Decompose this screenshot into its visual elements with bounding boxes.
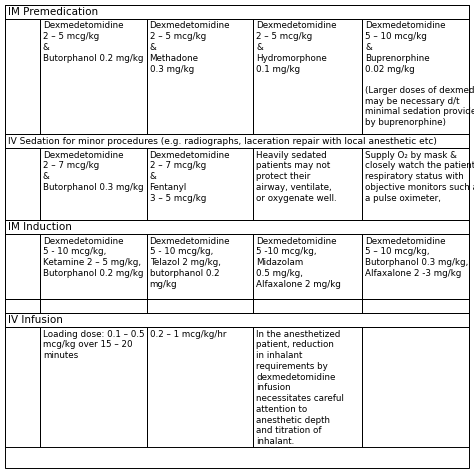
Text: Loading dose: 0.1 – 0.5
mcg/kg over 15 – 20
minutes: Loading dose: 0.1 – 0.5 mcg/kg over 15 –… bbox=[43, 330, 145, 360]
Bar bbox=[40, 299, 146, 313]
Bar bbox=[5, 19, 40, 134]
Bar bbox=[253, 327, 362, 447]
Text: IV Sedation for minor procedures (e.g. radiographs, laceration repair with local: IV Sedation for minor procedures (e.g. r… bbox=[8, 137, 437, 146]
Bar bbox=[5, 327, 40, 447]
Bar bbox=[5, 134, 469, 148]
Text: IM Premedication: IM Premedication bbox=[8, 7, 98, 17]
Bar bbox=[362, 327, 469, 447]
Bar bbox=[253, 19, 362, 134]
Bar bbox=[5, 5, 469, 19]
Bar bbox=[40, 327, 146, 447]
Text: Dexmedetomidine
5 – 10 mcg/kg
&
Buprenorphine
0.02 mg/kg

(Larger doses of dexme: Dexmedetomidine 5 – 10 mcg/kg & Buprenor… bbox=[365, 21, 474, 127]
Text: 0.2 – 1 mcg/kg/hr: 0.2 – 1 mcg/kg/hr bbox=[149, 330, 226, 339]
Bar bbox=[146, 327, 253, 447]
Text: Dexmedetomidine
2 – 5 mcg/kg
&
Butorphanol 0.2 mg/kg: Dexmedetomidine 2 – 5 mcg/kg & Butorphan… bbox=[43, 21, 143, 63]
Bar bbox=[5, 313, 469, 327]
Bar bbox=[146, 148, 253, 220]
Text: Dexmedetomidine
2 – 7 mcg/kg
&
Butorphanol 0.3 mg/kg: Dexmedetomidine 2 – 7 mcg/kg & Butorphan… bbox=[43, 150, 144, 192]
Bar bbox=[362, 299, 469, 313]
Text: Dexmedetomidine
5 -10 mcg/kg,
Midazolam
0.5 mg/kg,
Alfaxalone 2 mg/kg: Dexmedetomidine 5 -10 mcg/kg, Midazolam … bbox=[256, 236, 341, 289]
Bar bbox=[253, 299, 362, 313]
Bar bbox=[146, 234, 253, 299]
Bar bbox=[362, 148, 469, 220]
Text: IM Induction: IM Induction bbox=[8, 222, 72, 232]
Text: Dexmedetomidine
2 – 7 mcg/kg
&
Fentanyl
3 – 5 mcg/kg: Dexmedetomidine 2 – 7 mcg/kg & Fentanyl … bbox=[149, 150, 230, 202]
Bar bbox=[253, 148, 362, 220]
Text: Dexmedetomidine
5 – 10 mcg/kg,
Butorphanol 0.3 mg/kg,
Alfaxalone 2 -3 mg/kg: Dexmedetomidine 5 – 10 mcg/kg, Butorphan… bbox=[365, 236, 468, 278]
Bar bbox=[146, 299, 253, 313]
Bar bbox=[253, 234, 362, 299]
Bar bbox=[362, 234, 469, 299]
Bar bbox=[5, 234, 40, 299]
Text: Dexmedetomidine
2 – 5 mcg/kg
&
Methadone
0.3 mg/kg: Dexmedetomidine 2 – 5 mcg/kg & Methadone… bbox=[149, 21, 230, 73]
Text: Dexmedetomidine
5 - 10 mcg/kg,
Ketamine 2 – 5 mg/kg,
Butorphanol 0.2 mg/kg: Dexmedetomidine 5 - 10 mcg/kg, Ketamine … bbox=[43, 236, 143, 278]
Bar bbox=[5, 220, 469, 234]
Text: Heavily sedated
patients may not
protect their
airway, ventilate,
or oxygenate w: Heavily sedated patients may not protect… bbox=[256, 150, 337, 202]
Text: IV Infusion: IV Infusion bbox=[8, 315, 63, 325]
Bar bbox=[5, 299, 40, 313]
Bar bbox=[40, 234, 146, 299]
Bar bbox=[362, 19, 469, 134]
Bar bbox=[5, 148, 40, 220]
Text: Dexmedetomidine
5 - 10 mcg/kg,
Telazol 2 mg/kg,
butorphanol 0.2
mg/kg: Dexmedetomidine 5 - 10 mcg/kg, Telazol 2… bbox=[149, 236, 230, 289]
Text: Dexmedetomidine
2 – 5 mcg/kg
&
Hydromorphone
0.1 mg/kg: Dexmedetomidine 2 – 5 mcg/kg & Hydromorp… bbox=[256, 21, 337, 73]
Bar bbox=[40, 19, 146, 134]
Bar bbox=[146, 19, 253, 134]
Text: Supply O₂ by mask &
closely watch the patients’
respiratory status with
objectiv: Supply O₂ by mask & closely watch the pa… bbox=[365, 150, 474, 202]
Bar bbox=[40, 148, 146, 220]
Text: In the anesthetized
patient, reduction
in inhalant
requirements by
dexmedetomidi: In the anesthetized patient, reduction i… bbox=[256, 330, 344, 446]
